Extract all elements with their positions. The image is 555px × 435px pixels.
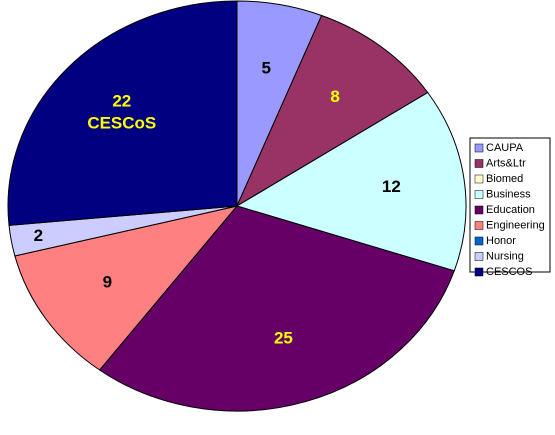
pie-slice [235,14,429,208]
legend-swatch [474,221,484,230]
legend-label: CESCOS [486,266,532,278]
data-label: 22 [112,92,131,111]
pie-slice [7,0,238,226]
legend-swatch [474,205,484,215]
legend-swatch [474,143,484,153]
legend-swatch [474,159,484,168]
legend-swatch [474,267,484,277]
pie-slice [14,205,239,371]
pie-slice [98,205,455,412]
legend-box [469,137,551,273]
data-label: 9 [103,273,112,292]
legend-label: Education [486,204,535,216]
legend-label: Business [486,188,531,200]
data-label: 8 [330,87,339,106]
data-label: 12 [382,177,401,196]
data-label: 2 [34,226,43,245]
legend-swatch [474,236,484,246]
legend-swatch [474,190,484,199]
slice-annotation: CESCoS [87,114,156,133]
pie-slice [235,91,467,272]
legend-swatch [474,174,484,184]
data-label: 25 [274,329,293,348]
legend-label: Honor [486,235,516,247]
legend-swatch [474,252,484,261]
legend-label: Arts&Ltr [486,157,526,169]
legend-label: CAUPA [486,142,524,154]
legend-label: Biomed [486,173,523,185]
legend-label: Engineering [486,219,545,231]
data-label: 5 [262,59,271,78]
legend-label: Nursing [486,250,524,262]
